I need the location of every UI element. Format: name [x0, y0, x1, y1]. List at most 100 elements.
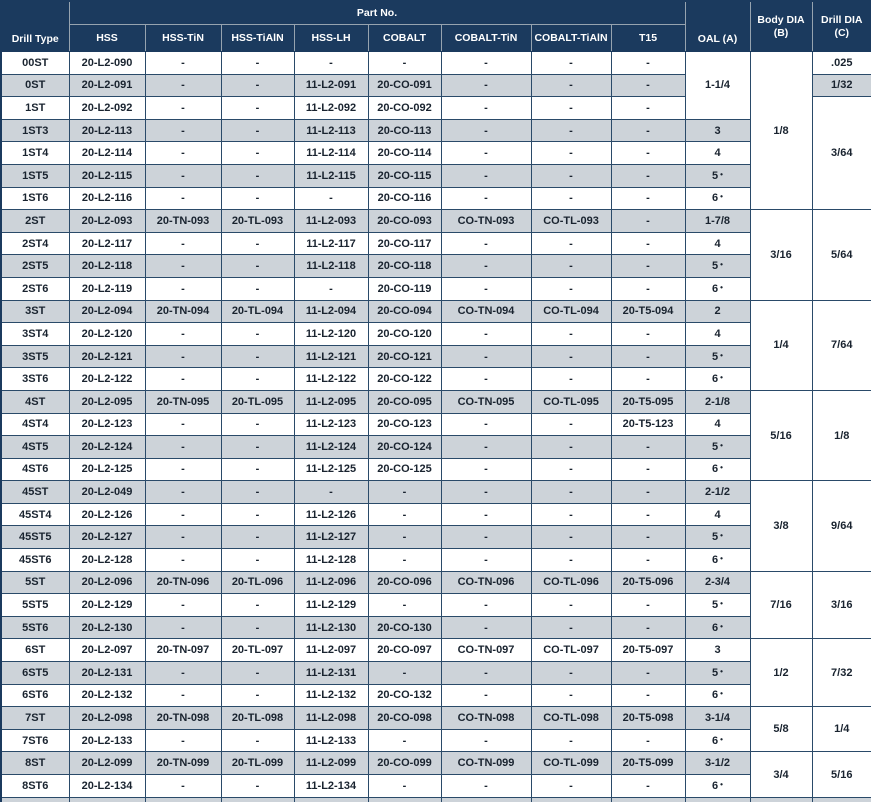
body-dia-cell: 3/4: [749, 751, 813, 798]
part-no-cell: -: [610, 254, 686, 278]
part-no-cell: -: [530, 480, 612, 504]
part-no-cell: -: [530, 593, 612, 617]
part-no-cell: 20-CO-124: [367, 435, 442, 459]
body-dia-cell: 3/8: [749, 480, 813, 572]
oal-cell: 6 •: [684, 615, 751, 640]
part-no-cell: -: [530, 728, 612, 753]
part-no-cell: -: [610, 344, 686, 369]
oal-cell: 3: [684, 638, 751, 663]
drill-type-cell: 45ST5: [0, 525, 70, 550]
part-no-cell: CO-TL-096: [530, 570, 612, 595]
part-no-cell: -: [367, 548, 442, 572]
drill-type-cell: 1ST6: [0, 186, 70, 211]
part-no-cell: 20-T5-099: [610, 751, 686, 775]
part-no-cell: 20-L2-049: [68, 480, 146, 504]
part-no-cell: 20-TL-095: [220, 389, 295, 414]
part-no-cell: -: [144, 367, 222, 391]
footnote-dot: •: [720, 373, 723, 383]
table-row: 4ST6 20-L2-125- -11-L2-125 20-CO-125- - -6 •: [0, 457, 871, 482]
footnote-dot: •: [720, 463, 723, 473]
part-no-cell: 11-L2-097: [293, 638, 369, 663]
part-no-cell: -: [220, 344, 295, 369]
part-no-cell: -: [530, 51, 612, 75]
part-no-cell: -: [144, 480, 222, 504]
footnote-dot: •: [720, 666, 723, 676]
drill-type-cell: 2ST5: [0, 254, 70, 278]
part-no-cell: 20-T5-123: [610, 412, 686, 437]
part-no-cell: -: [530, 615, 612, 640]
part-no-cell: 20-TL-096: [220, 570, 295, 595]
part-no-cell: 20-L2-122: [68, 367, 146, 391]
part-no-cell: -: [144, 661, 222, 685]
part-no-cell: -: [530, 254, 612, 278]
footnote-dot: •: [720, 734, 723, 744]
drill-type-cell: 00ST: [0, 51, 70, 75]
part-no-cell: -: [144, 435, 222, 459]
part-no-cell: 20-L2-130: [68, 615, 146, 640]
part-no-cell: 11-L2-122: [293, 367, 369, 391]
table-row: 45ST4 20-L2-126- -11-L2-126- - - -4: [0, 502, 871, 527]
part-no-cell: 11-L2-115: [293, 163, 369, 188]
part-no-cell: -: [530, 457, 612, 482]
oal-cell: 2: [684, 299, 751, 324]
part-no-cell: 20-L2-124: [68, 435, 146, 459]
part-no-cell: 20-L2-134: [68, 774, 146, 798]
part-no-cell: 11-L2-125: [293, 457, 369, 482]
oal-cell: 1-1/4: [684, 51, 751, 120]
part-no-cell: 11-L2-096: [293, 570, 369, 595]
drill-dia-cell: 7/32: [811, 638, 871, 708]
drill-type-cell: 7ST6: [0, 728, 70, 753]
drill-type-cell: 45ST: [0, 480, 70, 504]
drill-dia-cell: 5/64: [811, 209, 871, 301]
table-row: 1ST4 20-L2-114- -11-L2-114 20-CO-114- - -4: [0, 141, 871, 165]
part-no-cell: -: [440, 51, 532, 75]
part-no-cell: -: [610, 209, 686, 233]
part-no-cell: 20-L2-099: [68, 751, 146, 775]
part-no-cell: 20-TN-099: [144, 751, 222, 775]
part-no-cell: -: [440, 548, 532, 572]
oal-cell: 4: [684, 141, 751, 165]
part-no-cell: 11-L2-118: [293, 254, 369, 278]
part-no-cell: 20-L2-119: [68, 276, 146, 301]
part-no-cell: 20-CO-091: [367, 73, 442, 98]
part-no-cell: -: [367, 502, 442, 527]
part-no-cell: -: [220, 276, 295, 301]
part-no-cell: -: [144, 548, 222, 572]
part-no-cell: -: [144, 457, 222, 482]
part-no-cell: -: [610, 502, 686, 527]
part-no-cell: -: [144, 615, 222, 640]
part-no-cell: -: [220, 141, 295, 165]
part-no-cell: 20-T5-098: [610, 706, 686, 730]
part-no-cell: -: [144, 728, 222, 753]
part-no-cell: 20-L2-098: [68, 706, 146, 730]
body-dia-cell: 5/8: [749, 706, 813, 753]
part-no-cell: -: [440, 276, 532, 301]
drill-dia-cell: 1/4: [811, 706, 871, 753]
part-no-cell: 11-L2-092: [293, 96, 369, 120]
part-no-cell: CO-TN-095: [440, 389, 532, 414]
oal-cell: 2-1/2: [684, 480, 751, 504]
part-no-cell: -: [440, 231, 532, 256]
part-no-cell: -: [220, 457, 295, 482]
part-no-cell: -: [220, 186, 295, 211]
part-no-cell: -: [367, 51, 442, 75]
body-dia-cell: 1/8: [749, 50, 813, 211]
part-no-cell: -: [610, 615, 686, 640]
drill-dia-cell: 1/8: [811, 389, 871, 482]
part-no-cell: CO-TL-097: [530, 638, 612, 663]
part-no-cell: 20-CO-117: [367, 231, 442, 256]
part-no-cell: -: [610, 231, 686, 256]
part-no-cell: -: [367, 480, 442, 504]
part-no-cell: -: [220, 615, 295, 640]
part-no-cell: 20-L2-090: [68, 51, 146, 75]
part-no-cell: -: [610, 322, 686, 346]
part-no-cell: -: [610, 728, 686, 753]
part-no-cell: -: [220, 118, 295, 143]
table-row: 8ST6 20-L2-134- -11-L2-134- - - -6 •: [0, 774, 871, 798]
table-row: 2ST 20-L2-093 20-TN-093 20-TL-093 11-L2-093 2…: [0, 209, 871, 301]
part-no-cell: 20-TN-097: [144, 638, 222, 663]
part-no-cell: 20-CO-120: [367, 322, 442, 346]
footnote-dot: •: [720, 440, 723, 450]
footnote-dot: •: [720, 282, 723, 292]
part-no-cell: 11-L2-133: [293, 728, 369, 753]
